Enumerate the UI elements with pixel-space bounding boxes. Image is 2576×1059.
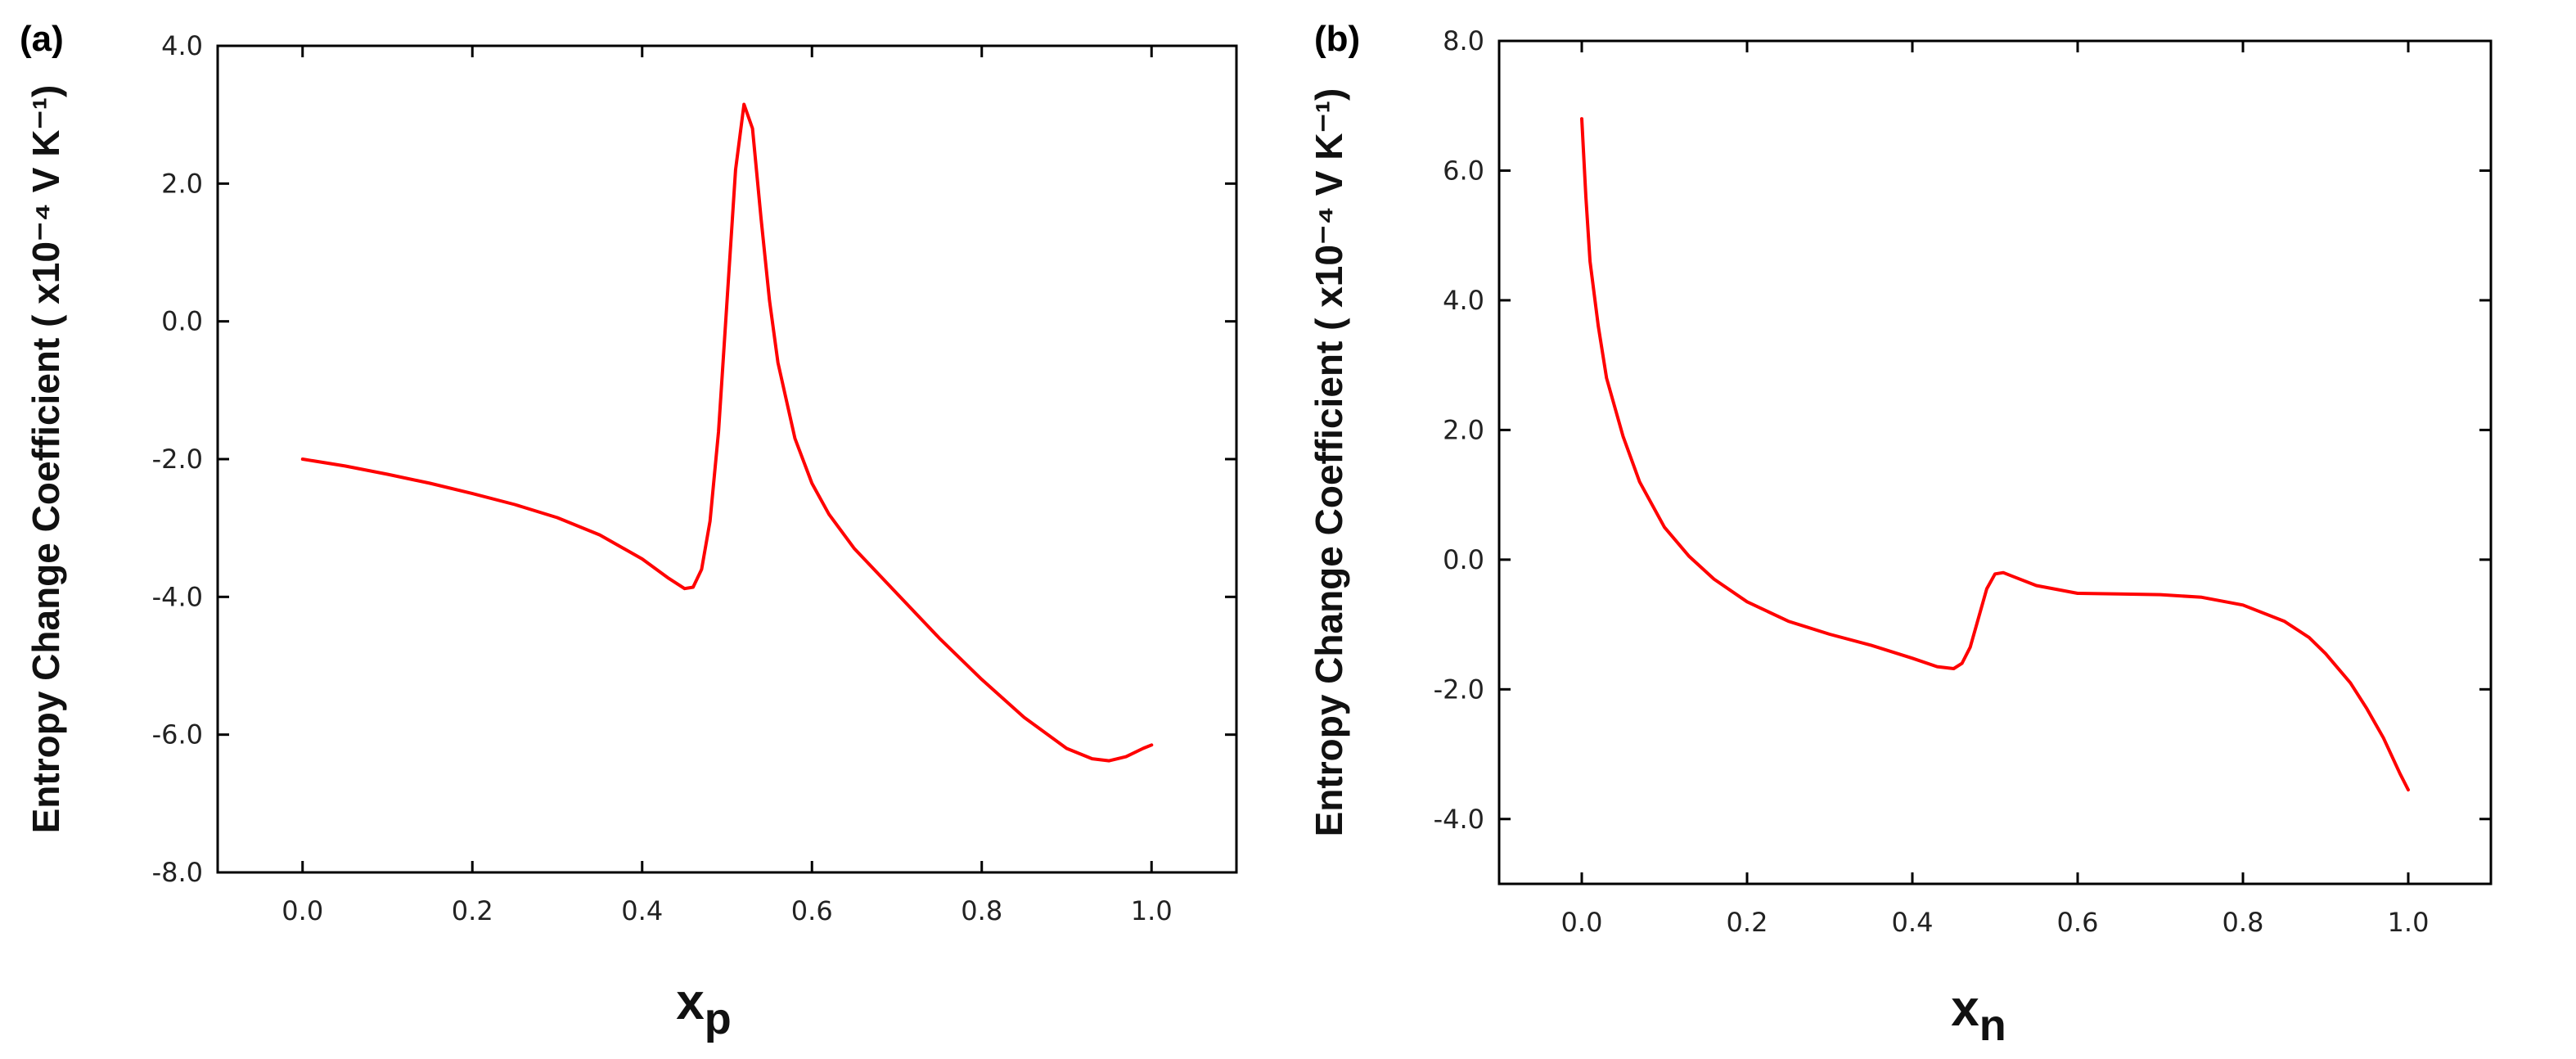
y-tick-label: -6.0 [152, 719, 203, 750]
chart-panel-b: 0.0 0.2 0.4 0.6 0.8 1.0 -4.0 -2.0 0.0 2.0 4.0 6.0 8.… [1308, 19, 2493, 1050]
x-axis-label-main: x [1951, 980, 1979, 1037]
x-tick-label: 0.8 [2222, 907, 2264, 938]
x-tick-label: 0.0 [1561, 907, 1603, 938]
x-axis-label-subscript: p [705, 994, 732, 1043]
y-tick-label: -4.0 [1434, 804, 1484, 835]
y-tick-label: 4.0 [1443, 285, 1484, 316]
x-tick-label: 1.0 [2388, 907, 2430, 938]
y-tick-label: 8.0 [1443, 25, 1484, 56]
y-tick-label: 6.0 [1443, 155, 1484, 186]
x-tick-label: 0.4 [1892, 907, 1934, 938]
y-tick-label: 0.0 [161, 306, 203, 337]
y-axis-label: Entropy Change Coefficient ( x10⁻⁴ V K⁻¹… [1308, 88, 1350, 837]
y-tick-label: -8.0 [152, 857, 203, 888]
plot-frame [1497, 39, 2493, 886]
x-tick-label: 1.0 [1131, 895, 1173, 926]
x-axis-label: xn [1951, 980, 2006, 1050]
panel-label: (b) [1314, 19, 1360, 59]
y-tick-label: -2.0 [1434, 674, 1484, 705]
series-line [300, 102, 1154, 763]
x-tick-label: 0.2 [452, 895, 493, 926]
y-tick-label: 0.0 [1443, 544, 1484, 575]
x-tick-label: 0.4 [621, 895, 663, 926]
panel-label: (a) [20, 19, 64, 59]
y-tick-label: 2.0 [1443, 414, 1484, 445]
series-line [1580, 117, 2410, 792]
chart-panel-a: 0.0 0.2 0.4 0.6 0.8 1.0 -8.0 -6.0 -4.0 -2.0 0.0 2.0… [20, 19, 1238, 1043]
x-axis-label: xp [676, 974, 731, 1043]
x-tick-label: 0.6 [791, 895, 833, 926]
x-axis-label-main: x [676, 974, 705, 1030]
plot-frame [216, 44, 1238, 874]
y-tick-label: -2.0 [152, 444, 203, 475]
x-tick-label: 0.6 [2057, 907, 2099, 938]
x-tick-label: 0.2 [1727, 907, 1768, 938]
y-tick-label: 4.0 [161, 30, 203, 61]
x-axis-label-subscript: n [1979, 1001, 2006, 1050]
y-tick-label: 2.0 [161, 168, 203, 199]
x-tick-label: 0.0 [281, 895, 323, 926]
y-axis-label: Entropy Change Coefficient ( x10⁻⁴ V K⁻¹… [25, 85, 67, 834]
y-tick-label: -4.0 [152, 581, 203, 612]
x-tick-label: 0.8 [961, 895, 1002, 926]
